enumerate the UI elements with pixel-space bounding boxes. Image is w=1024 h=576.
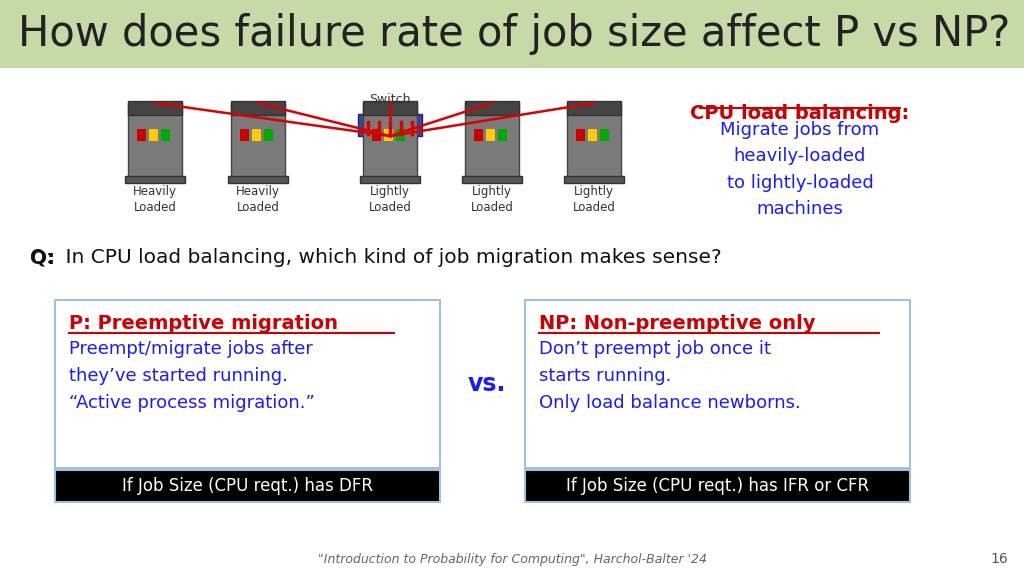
Text: Q:: Q: [30,248,55,267]
Text: Heavily
Loaded: Heavily Loaded [236,185,280,214]
FancyBboxPatch shape [498,129,507,141]
FancyBboxPatch shape [362,101,417,115]
Text: CPU load balancing:: CPU load balancing: [690,104,909,123]
Text: Heavily
Loaded: Heavily Loaded [133,185,177,214]
Text: "Introduction to Probability for Computing", Harchol-Balter '24: "Introduction to Probability for Computi… [317,553,707,566]
Text: Lightly
Loaded: Lightly Loaded [572,185,615,214]
Text: Preempt/migrate jobs after
they’ve started running.
“Active process migration.”: Preempt/migrate jobs after they’ve start… [69,340,314,412]
FancyBboxPatch shape [525,300,910,468]
FancyBboxPatch shape [231,103,285,179]
FancyBboxPatch shape [525,470,910,502]
FancyBboxPatch shape [486,129,495,141]
FancyBboxPatch shape [128,103,182,179]
FancyBboxPatch shape [125,176,185,183]
FancyBboxPatch shape [358,114,422,136]
Text: vs.: vs. [468,372,506,396]
FancyBboxPatch shape [231,101,285,115]
FancyBboxPatch shape [128,101,182,115]
FancyBboxPatch shape [264,129,273,141]
FancyBboxPatch shape [362,103,417,179]
FancyBboxPatch shape [0,0,1024,68]
FancyBboxPatch shape [588,129,597,141]
FancyBboxPatch shape [360,176,420,183]
Text: NP: Non-preemptive only: NP: Non-preemptive only [539,314,815,333]
Text: Don’t preempt job once it
starts running.
Only load balance newborns.: Don’t preempt job once it starts running… [539,340,801,412]
FancyBboxPatch shape [564,176,624,183]
FancyBboxPatch shape [228,176,288,183]
Text: Switch: Switch [370,93,411,106]
FancyBboxPatch shape [161,129,170,141]
FancyBboxPatch shape [474,129,483,141]
Text: If Job Size (CPU reqt.) has IFR or CFR: If Job Size (CPU reqt.) has IFR or CFR [566,477,869,495]
FancyBboxPatch shape [137,129,146,141]
FancyBboxPatch shape [384,129,393,141]
Text: 16: 16 [990,552,1008,566]
FancyBboxPatch shape [396,129,406,141]
Text: How does failure rate of job size affect P vs NP?: How does failure rate of job size affect… [18,13,1011,55]
FancyBboxPatch shape [150,129,158,141]
FancyBboxPatch shape [252,129,261,141]
FancyBboxPatch shape [55,470,440,502]
Text: If Job Size (CPU reqt.) has DFR: If Job Size (CPU reqt.) has DFR [122,477,373,495]
FancyBboxPatch shape [575,129,585,141]
FancyBboxPatch shape [462,176,522,183]
Text: Migrate jobs from
heavily-loaded
to lightly-loaded
machines: Migrate jobs from heavily-loaded to ligh… [721,121,880,218]
FancyBboxPatch shape [567,103,621,179]
Text: P: Preemptive migration: P: Preemptive migration [69,314,338,333]
FancyBboxPatch shape [465,103,519,179]
Text: Lightly
Loaded: Lightly Loaded [471,185,513,214]
FancyBboxPatch shape [55,300,440,468]
FancyBboxPatch shape [600,129,609,141]
Text: Q:  In CPU load balancing, which kind of job migration makes sense?: Q: In CPU load balancing, which kind of … [30,248,722,267]
FancyBboxPatch shape [567,101,621,115]
FancyBboxPatch shape [372,129,381,141]
Text: Lightly
Loaded: Lightly Loaded [369,185,412,214]
FancyBboxPatch shape [465,101,519,115]
FancyBboxPatch shape [240,129,249,141]
